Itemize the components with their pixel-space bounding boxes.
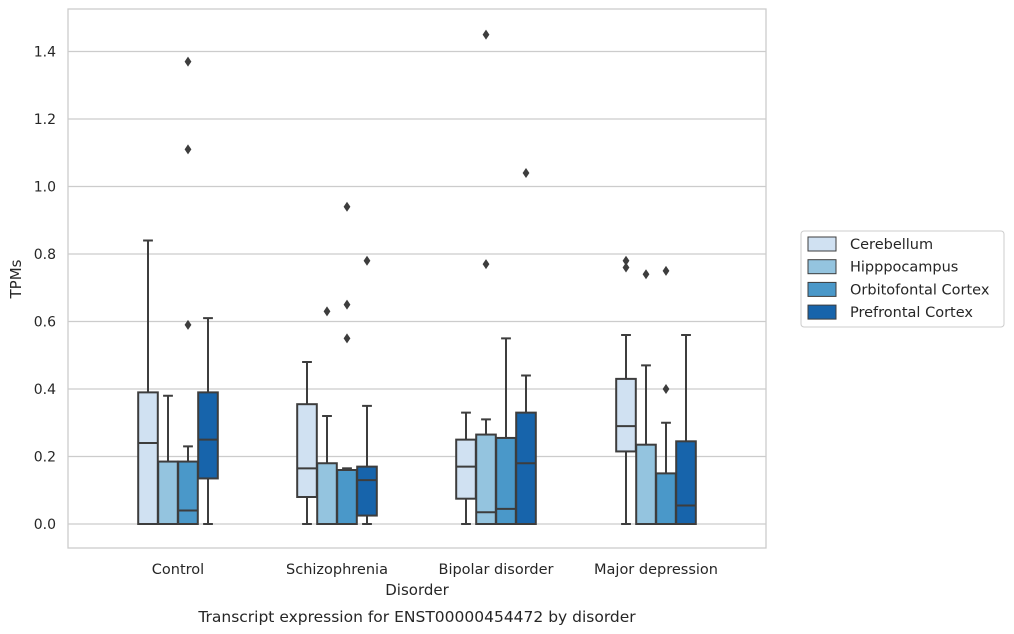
box-orbitofontal-cortex [336, 201, 358, 525]
box-body [336, 469, 358, 525]
outlier-point [522, 168, 530, 178]
chart-caption: Transcript expression for ENST0000045447… [197, 608, 636, 626]
outlier-point [343, 299, 351, 310]
box-prefrontal-cortex [675, 334, 697, 525]
box-hipppocampus [475, 29, 497, 525]
outlier-point [662, 384, 670, 394]
box-prefrontal-cortex [515, 168, 537, 525]
y-tick-label: 0.6 [34, 315, 56, 331]
legend-swatch [807, 281, 837, 297]
outlier-point [622, 262, 630, 273]
legend: Cerebellum Hipppocampus Orbitofontal Corte… [800, 230, 1005, 328]
outlier-point [184, 56, 192, 67]
plot-frame [67, 8, 767, 549]
y-tick-label: 0.0 [34, 517, 56, 533]
legend-label: Hipppocampus [850, 260, 958, 276]
outlier-point [482, 259, 490, 270]
y-tick-label: 1.4 [34, 45, 56, 61]
y-tick-labels: 0.0 0.2 0.4 0.6 0.8 1.0 1.2 1.4 [34, 45, 56, 534]
outlier-point [662, 265, 670, 276]
legend-swatch [807, 236, 837, 252]
y-tick-label: 0.4 [34, 382, 56, 398]
box-orbitofontal-cortex [655, 265, 677, 525]
legend-label: Prefrontal Cortex [850, 305, 973, 321]
box-body [655, 472, 677, 525]
box-body [197, 391, 219, 480]
box-hipppocampus [635, 269, 657, 525]
outlier-point [622, 255, 630, 266]
x-tick-labels: Control Schizophrenia Bipolar disorder Majo… [152, 562, 718, 578]
box-hipppocampus [316, 306, 338, 525]
outlier-point [642, 269, 650, 280]
box-body [615, 377, 637, 453]
x-tick-label: Bipolar disorder [439, 562, 554, 578]
box-body [316, 462, 338, 525]
box-body [675, 440, 697, 525]
legend-frame [800, 230, 1005, 328]
y-tick-label: 1.2 [34, 112, 56, 128]
box-body [296, 403, 318, 498]
box-body [635, 443, 657, 525]
outlier-point [323, 306, 331, 317]
box-orbitofontal-cortex [177, 56, 199, 525]
outlier-point [184, 319, 192, 330]
box-cerebellum [137, 239, 159, 525]
box-cerebellum [455, 411, 477, 525]
box-cerebellum [296, 361, 318, 525]
x-tick-label: Major depression [594, 562, 718, 578]
outlier-point [343, 201, 351, 212]
box-prefrontal-cortex [356, 255, 378, 525]
box-orbitofontal-cortex [495, 337, 517, 525]
y-tick-label: 0.8 [34, 247, 56, 263]
outlier-point [343, 333, 351, 344]
outlier-point [363, 255, 371, 266]
box-body [455, 438, 477, 500]
legend-swatch [807, 259, 837, 275]
grid-layer [68, 50, 766, 525]
boxes-layer [137, 29, 697, 525]
outlier-point [482, 29, 490, 40]
x-tick-label: Schizophrenia [286, 562, 388, 578]
y-axis-label: TPMs [7, 259, 25, 299]
box-body [515, 411, 537, 525]
box-body [475, 433, 497, 525]
legend-swatch [807, 304, 837, 320]
box-prefrontal-cortex [197, 317, 219, 525]
y-tick-label: 1.0 [34, 180, 56, 196]
x-tick-label: Control [152, 562, 204, 578]
box-cerebellum [615, 255, 637, 525]
y-tick-label: 0.2 [34, 450, 56, 466]
box-body [177, 460, 199, 525]
box-body [137, 391, 159, 525]
legend-label: Orbitofontal Cortex [850, 282, 990, 298]
box-hipppocampus [157, 394, 179, 525]
box-body [356, 465, 378, 517]
x-axis-label: Disorder [385, 581, 449, 599]
outlier-point [184, 144, 192, 155]
box-body [495, 436, 517, 525]
box-body [157, 460, 179, 525]
legend-label: Cerebellum [850, 237, 933, 253]
